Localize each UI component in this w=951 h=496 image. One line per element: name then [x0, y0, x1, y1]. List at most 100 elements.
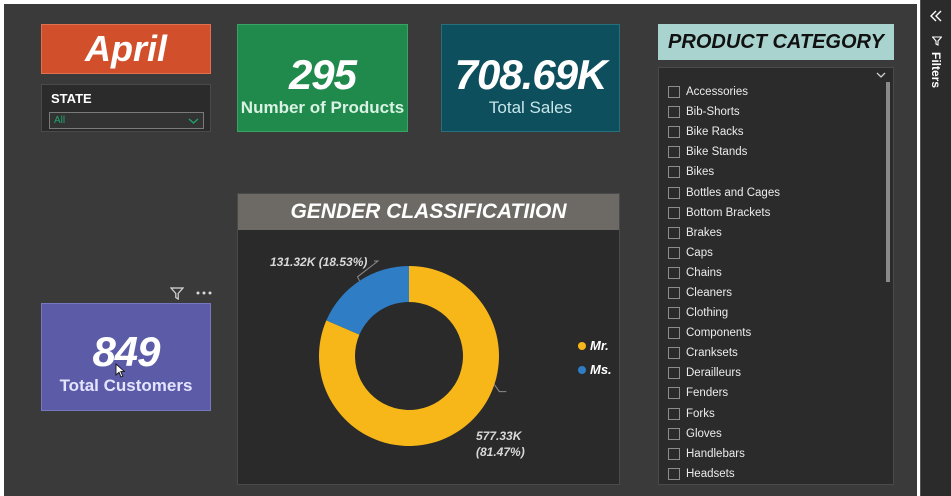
leader-line-ms: [356, 260, 380, 282]
category-item-label: Derailleurs: [686, 367, 741, 380]
donut-chart: [319, 260, 507, 446]
checkbox[interactable]: [668, 286, 680, 299]
category-item-label: Bike Racks: [686, 126, 744, 139]
category-list: Accessories Bib-Shorts Bike Racks Bike Stan…: [668, 82, 780, 484]
checkbox[interactable]: [668, 427, 680, 440]
data-label-ms: 131.32K (18.53%): [270, 255, 368, 269]
category-item-label: Cleaners: [686, 286, 733, 299]
category-item[interactable]: Caps: [668, 243, 780, 263]
checkbox[interactable]: [668, 226, 680, 239]
checkbox[interactable]: [668, 146, 680, 159]
category-item-label: Fenders: [686, 387, 729, 400]
category-item[interactable]: Chains: [668, 263, 780, 283]
category-item[interactable]: Accessories: [668, 82, 780, 102]
filters-label: Filters: [929, 52, 943, 89]
category-item[interactable]: Bike Stands: [668, 142, 780, 162]
chart-legend: Mr. Ms.: [578, 338, 612, 386]
state-slicer-title: STATE: [51, 91, 92, 106]
legend-item-ms[interactable]: Ms.: [578, 362, 612, 377]
chart-title: GENDER CLASSIFICATIION: [290, 200, 567, 223]
checkbox[interactable]: [668, 307, 680, 320]
category-item[interactable]: Handlebars: [668, 444, 780, 464]
legend-item-mr[interactable]: Mr.: [578, 338, 612, 353]
category-item[interactable]: Brakes: [668, 223, 780, 243]
category-item[interactable]: Bikes: [668, 162, 780, 182]
chart-title-bar: GENDER CLASSIFICATIION: [238, 194, 619, 230]
checkbox[interactable]: [668, 327, 680, 340]
category-item[interactable]: Bike Racks: [668, 122, 780, 142]
checkbox[interactable]: [668, 347, 680, 360]
category-item[interactable]: Derailleurs: [668, 363, 780, 383]
more-options-icon[interactable]: [196, 291, 212, 295]
category-scrollbar[interactable]: [886, 82, 890, 282]
category-item[interactable]: Bottles and Cages: [668, 182, 780, 202]
category-item[interactable]: Bib-Shorts: [668, 102, 780, 122]
checkbox[interactable]: [668, 166, 680, 179]
checkbox[interactable]: [668, 86, 680, 99]
category-item[interactable]: Fenders: [668, 383, 780, 403]
donut-slice-ms[interactable]: [326, 266, 409, 335]
checkbox[interactable]: [668, 246, 680, 259]
sales-kpi-label: Total Sales: [488, 98, 573, 117]
gender-classification-chart: GENDER CLASSIFICATIION Mr. Ms. 131.32K (…: [237, 193, 620, 485]
checkbox[interactable]: [668, 266, 680, 279]
checkbox[interactable]: [668, 407, 680, 420]
sales-kpi-card: 708.69K Total Sales: [441, 24, 620, 132]
scrollbar-thumb[interactable]: [886, 82, 890, 282]
checkbox[interactable]: [668, 126, 680, 139]
category-item[interactable]: Gloves: [668, 424, 780, 444]
checkbox[interactable]: [668, 206, 680, 219]
customers-kpi-card[interactable]: 849 Total Customers: [41, 303, 211, 411]
category-item[interactable]: Cleaners: [668, 283, 780, 303]
product-category-header: PRODUCT CATEGORY: [658, 24, 894, 60]
category-item[interactable]: Bottom Brackets: [668, 203, 780, 223]
chevron-down-icon[interactable]: [876, 71, 886, 79]
donut-slice-mr[interactable]: [319, 266, 499, 446]
category-item-label: Cranksets: [686, 347, 738, 360]
category-item[interactable]: Clothing: [668, 303, 780, 323]
visual-header: [170, 286, 212, 300]
checkbox[interactable]: [668, 447, 680, 460]
category-item-label: Bike Stands: [686, 146, 748, 159]
products-kpi-label: Number of Products: [240, 98, 405, 117]
checkbox[interactable]: [668, 367, 680, 380]
category-item-label: Clothing: [686, 307, 729, 320]
category-item-label: Chains: [686, 266, 722, 279]
products-kpi-card: 295 Number of Products: [237, 24, 408, 132]
checkbox[interactable]: [668, 186, 680, 199]
customers-kpi-label: Total Customers: [59, 376, 193, 395]
product-category-title: PRODUCT CATEGORY: [668, 30, 884, 53]
state-dropdown-value: All: [54, 115, 66, 126]
category-item-label: Bottom Brackets: [686, 206, 771, 219]
legend-label-ms: Ms.: [590, 362, 612, 377]
filters-pane[interactable]: Filters: [920, 0, 951, 496]
checkbox[interactable]: [668, 467, 680, 480]
category-item-label: Handlebars: [686, 447, 745, 460]
products-kpi-value: 295: [288, 51, 357, 98]
sales-kpi-value: 708.69K: [454, 51, 608, 98]
category-item[interactable]: Headsets: [668, 464, 780, 484]
category-item-label: Caps: [686, 246, 713, 259]
checkbox[interactable]: [668, 387, 680, 400]
category-item[interactable]: Cranksets: [668, 343, 780, 363]
category-item-label: Headsets: [686, 467, 735, 480]
category-item-label: Bikes: [686, 166, 715, 179]
state-dropdown[interactable]: All: [49, 112, 204, 129]
category-item-label: Brakes: [686, 226, 722, 239]
filter-icon[interactable]: [170, 286, 184, 300]
category-item-label: Forks: [686, 407, 715, 420]
legend-label-mr: Mr.: [590, 338, 609, 353]
product-category-slicer: Accessories Bib-Shorts Bike Racks Bike Stan…: [658, 67, 894, 485]
month-value: April: [84, 28, 167, 69]
checkbox[interactable]: [668, 106, 680, 119]
funnel-icon: [932, 36, 942, 46]
collapse-left-icon[interactable]: [930, 10, 942, 22]
category-item-label: Bib-Shorts: [686, 106, 740, 119]
chevron-down-icon: [188, 118, 199, 124]
customers-kpi-value: 849: [92, 328, 160, 375]
month-card: April: [41, 24, 211, 74]
category-item[interactable]: Components: [668, 323, 780, 343]
category-item[interactable]: Forks: [668, 404, 780, 424]
category-item-label: Accessories: [686, 86, 748, 99]
leader-line-mr: [493, 384, 507, 393]
